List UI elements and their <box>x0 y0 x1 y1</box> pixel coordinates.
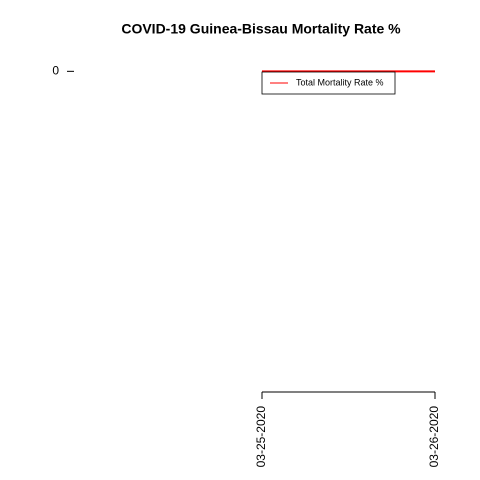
legend-box <box>261 71 396 95</box>
chart-title: COVID-19 Guinea-Bissau Mortality Rate % <box>121 21 401 37</box>
x-tick-label: 03-25-2020 <box>254 406 268 468</box>
y-tick-label: 0 <box>52 64 59 78</box>
legend-label: Total Mortality Rate % <box>296 77 384 87</box>
x-tick-label: 03-26-2020 <box>427 406 441 468</box>
